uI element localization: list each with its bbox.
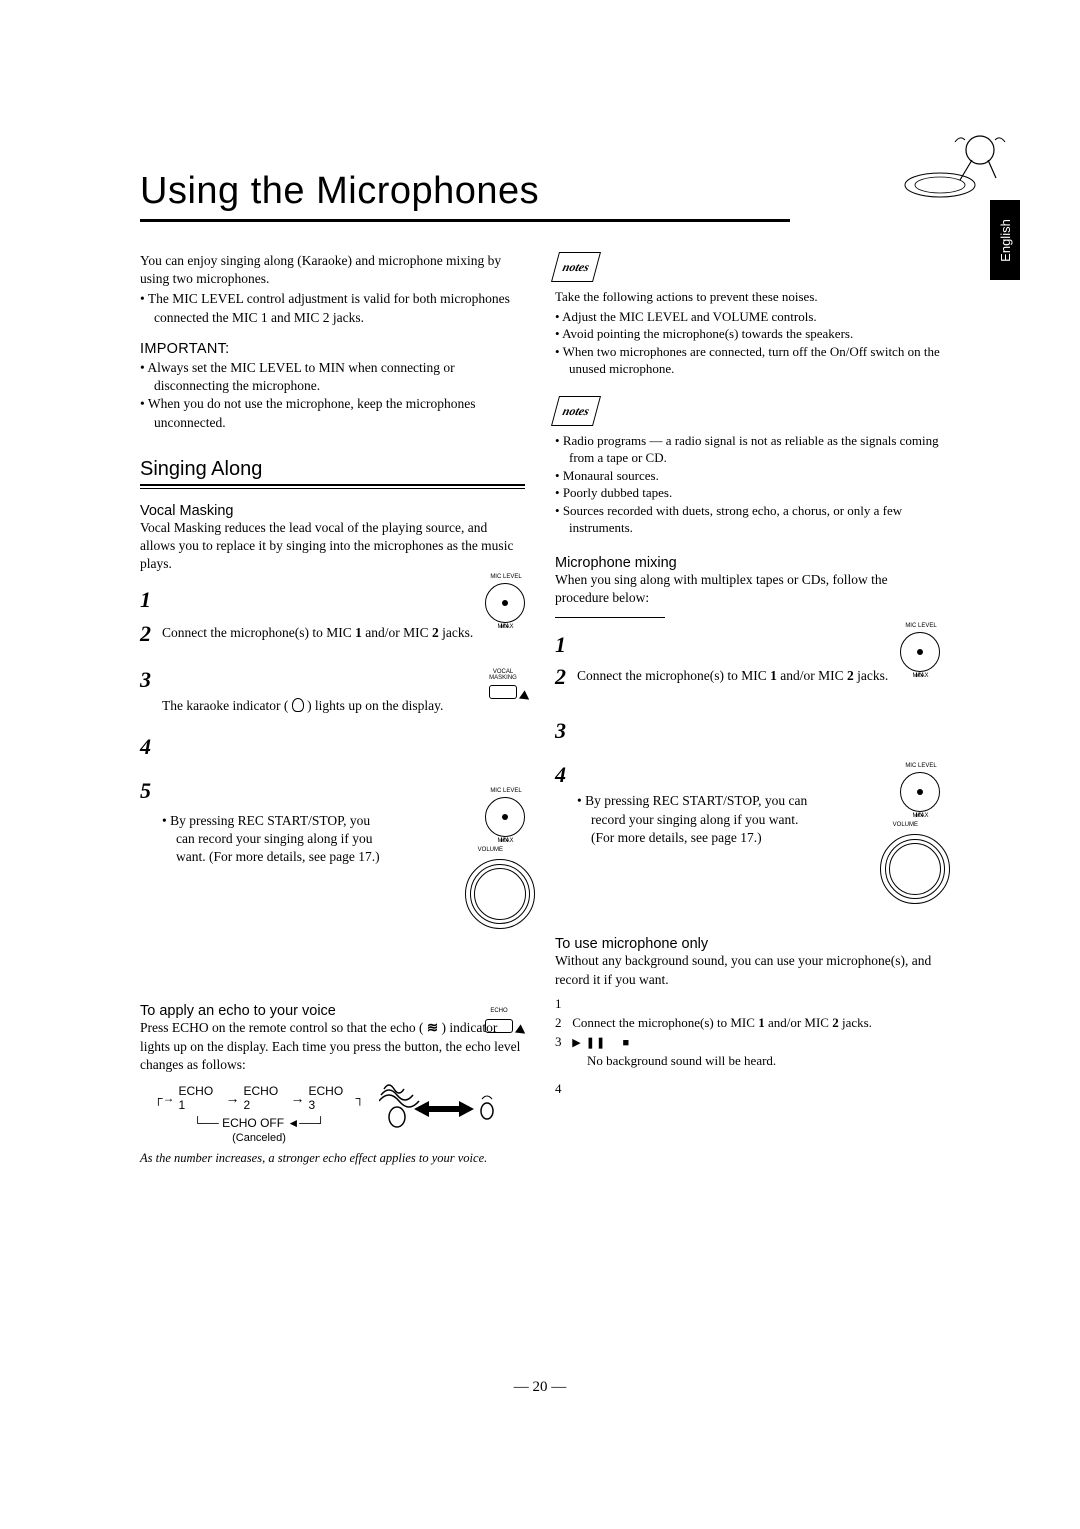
language-tab-label: English	[998, 219, 1013, 262]
right-column: notes Take the following actions to prev…	[555, 252, 940, 1166]
noise-item: When two microphones are connected, turn…	[555, 343, 940, 378]
step-bullet: By pressing REC START/STOP, you can reco…	[162, 812, 382, 867]
echo-level-diagram: ┌→ ECHO 1 ECHO 2 ECHO 3 ┐ └── ECHO OFF ◄…	[154, 1084, 364, 1144]
step-number: 2	[140, 621, 162, 645]
badsrc-item: Monaural sources.	[555, 467, 940, 485]
button-label: ECHO	[479, 1008, 519, 1014]
intro-bullets: The MIC LEVEL control adjustment is vali…	[140, 290, 525, 326]
micmix-body: When you sing along with multiplex tapes…	[555, 571, 940, 607]
step-row: 5 Sing into the microphone.	[140, 778, 525, 802]
micmix-heading: Microphone mixing	[555, 555, 940, 571]
step-row: 1	[555, 632, 940, 656]
language-tab: English	[990, 200, 1020, 280]
step-number: 1	[555, 632, 577, 656]
noise-item: Adjust the MIC LEVEL and VOLUME controls…	[555, 308, 940, 326]
volume-dial-icon	[465, 859, 535, 929]
echo-button-icon	[485, 1019, 513, 1033]
title-rule	[140, 219, 790, 222]
step-text: Connect the microphone(s) to MIC 1 and/o…	[577, 664, 888, 684]
noise-item: Avoid pointing the microphone(s) towards…	[555, 325, 940, 343]
important-heading: IMPORTANT:	[140, 341, 525, 357]
step-bullet-item: By pressing REC START/STOP, you can reco…	[577, 792, 817, 847]
mic-level-dial-icon: MIC LEVEL MIN MAX	[485, 797, 525, 837]
miconly-step: 3 Select any source other than the one y…	[555, 1033, 940, 1071]
step-number: 2	[555, 664, 577, 688]
stop-icon: ■	[622, 1037, 630, 1049]
short-rule	[555, 617, 665, 618]
step-row: 2 Connect the microphone(s) to MIC 1 and…	[555, 664, 940, 688]
miconly-steps: 1Set MIC LEVEL to MIN. 2 Connect the mic…	[555, 995, 940, 1099]
two-column-layout: You can enjoy singing along (Karaoke) an…	[140, 252, 940, 1166]
step-number: 3	[140, 667, 162, 691]
section-rule	[140, 488, 525, 489]
step-number: 5	[140, 778, 162, 802]
page: English Using the Microphones You can en…	[140, 170, 940, 1166]
badsrc-item: Radio programs — a radio signal is not a…	[555, 432, 940, 467]
step-note: The karaoke indicator ( ) lights up on t…	[162, 697, 525, 715]
play-pause-icon: ▶ ❚❚	[572, 1037, 606, 1049]
miconly-step: 1Set MIC LEVEL to MIN.	[555, 995, 940, 1014]
step-row: 4 Start playing the source — tape or CD.	[140, 734, 525, 758]
intro-text: You can enjoy singing along (Karaoke) an…	[140, 252, 525, 288]
step-row: 3 Press VOCAL MASKING.	[140, 667, 525, 691]
notes-icon: notes	[551, 396, 601, 426]
volume-dial-icon	[880, 834, 950, 904]
left-column: You can enjoy singing along (Karaoke) an…	[140, 252, 525, 1166]
step-number: 4	[555, 762, 577, 786]
vocal-masking-body: Vocal Masking reduces the lead vocal of …	[140, 519, 525, 574]
step-text: Connect the microphone(s) to MIC 1 and/o…	[162, 621, 473, 641]
volume-label: VOLUME	[478, 847, 503, 853]
step-row: 2 Connect the microphone(s) to MIC 1 and…	[140, 621, 525, 645]
step-bullet-item: By pressing REC START/STOP, you can reco…	[162, 812, 382, 867]
echo-wave-icon	[379, 1079, 499, 1129]
badsrc-item: Sources recorded with duets, strong echo…	[555, 502, 940, 537]
step-number: 4	[140, 734, 162, 758]
mic-level-dial-icon: MIC LEVEL MIN MAX	[900, 772, 940, 812]
dial-label: MAX	[482, 838, 532, 844]
miconly-step: 2 Connect the microphone(s) to MIC 1 and…	[555, 1014, 940, 1033]
step-number: 1	[140, 587, 162, 611]
dial-label: MAX	[482, 624, 532, 630]
badsrc-item: Poorly dubbed tapes.	[555, 484, 940, 502]
miconly-step: 4Adjust MIC LEVEL and VOLUME.	[555, 1080, 940, 1099]
vocal-masking-heading: Vocal Masking	[140, 503, 525, 519]
miconly-step-note: No background sound will be heard.	[571, 1053, 776, 1068]
intro-bullet: The MIC LEVEL control adjustment is vali…	[140, 290, 525, 326]
echo-body: Press ECHO on the remote control so that…	[140, 1019, 525, 1074]
page-title: Using the Microphones	[140, 170, 940, 213]
important-item: Always set the MIC LEVEL to MIN when con…	[140, 359, 525, 395]
step-row: 1 Set MIC LEVEL to MIN.	[140, 587, 525, 611]
button-label: VOCAL MASKING	[483, 669, 523, 681]
noise-list: Adjust the MIC LEVEL and VOLUME controls…	[555, 308, 940, 378]
dial-label: MIC LEVEL	[481, 574, 531, 580]
section-rule	[140, 484, 525, 486]
miconly-body: Without any background sound, you can us…	[555, 952, 940, 988]
miconly-heading: To use microphone only	[555, 936, 940, 952]
decorative-illustration	[900, 130, 1010, 200]
right-steps: 1 MIC LEVEL MIN MAX 2 Connect the microp…	[555, 632, 940, 932]
karaoke-indicator-icon	[292, 698, 304, 712]
dial-label: MIC LEVEL	[481, 788, 531, 794]
notes-icon: notes	[551, 252, 601, 282]
important-list: Always set the MIC LEVEL to MIN when con…	[140, 359, 525, 432]
step-row: 3	[555, 718, 940, 742]
noise-head: Take the following actions to prevent th…	[555, 288, 940, 306]
left-steps: 1 Set MIC LEVEL to MIN. MIC LEVEL MIN MA…	[140, 587, 525, 997]
step-number: 3	[555, 718, 577, 742]
badsrc-list: Radio programs — a radio signal is not a…	[555, 432, 940, 537]
vocal-masking-button-icon	[489, 685, 517, 699]
echo-note: As the number increases, a stronger echo…	[140, 1150, 525, 1166]
echo-heading: To apply an echo to your voice	[140, 1003, 525, 1019]
mic-level-dial-icon: MIC LEVEL MIN MAX	[485, 583, 525, 623]
page-number: — 20 —	[140, 1379, 940, 1396]
step-bullet: By pressing REC START/STOP, you can reco…	[577, 792, 817, 847]
step-row: 4	[555, 762, 940, 786]
important-item: When you do not use the microphone, keep…	[140, 395, 525, 431]
singing-along-heading: Singing Along	[140, 458, 525, 481]
